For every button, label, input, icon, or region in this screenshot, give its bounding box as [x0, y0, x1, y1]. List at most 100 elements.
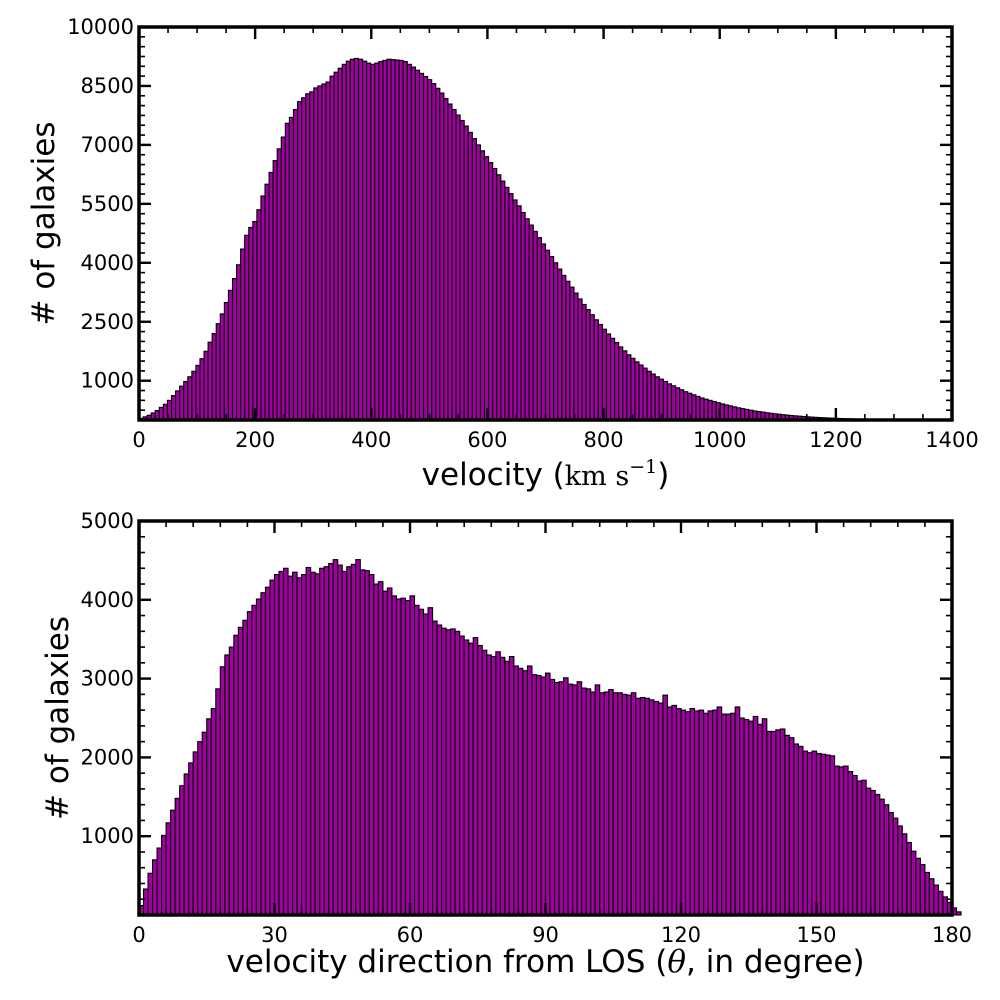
direction-histogram-bar [495, 651, 501, 916]
direction-histogram-bar [513, 665, 519, 916]
direction-histogram-bar [156, 847, 163, 916]
velocity-histogram-bar [199, 358, 205, 421]
velocity-histogram-bar [455, 114, 461, 421]
direction-histogram-bar [287, 575, 294, 916]
direction-x-tick-labels: 0 30 60 90 120 150 180 [132, 923, 972, 947]
direction-histogram-bar [445, 629, 452, 916]
direction-histogram-bar [540, 676, 547, 916]
velocity-histogram-bar [683, 391, 689, 421]
y-tick-label: 8500 [81, 74, 134, 98]
direction-histogram-bar [797, 745, 804, 916]
direction-histogram-bar [725, 713, 732, 916]
y-tick-label: 3000 [81, 667, 134, 691]
direction-histogram-bar [251, 604, 257, 916]
velocity-histogram-bar [699, 397, 705, 421]
velocity-histogram-bar [524, 218, 530, 421]
direction-histogram-bar [224, 654, 230, 916]
direction-y-tick-labels: 1000 2000 3000 4000 5000 [81, 509, 134, 848]
direction-histogram-bar [820, 753, 827, 916]
velocity-histogram-bar [288, 116, 295, 421]
direction-histogram-bar [716, 706, 723, 916]
velocity-histogram-bar [366, 62, 372, 421]
velocity-histogram-bar [414, 69, 421, 421]
velocity-histogram-bar [280, 136, 286, 421]
velocity-histogram-bar [382, 59, 388, 421]
direction-histogram-bar [590, 691, 596, 916]
direction-histogram-bar [472, 637, 479, 916]
x-tick-label: 400 [351, 428, 391, 452]
direction-histogram-bar [441, 627, 447, 916]
direction-histogram-bar [499, 656, 506, 916]
direction-histogram-bar [612, 692, 619, 916]
velocity-histogram-bar [170, 395, 177, 421]
direction-histogram-bar [748, 720, 754, 916]
velocity-histogram-bar [231, 277, 238, 421]
direction-histogram-bar [296, 577, 303, 916]
velocity-histogram-bar [183, 380, 189, 421]
direction-histogram-bar [219, 666, 226, 916]
direction-histogram-bar [210, 707, 217, 916]
velocity-histogram-bar [601, 328, 608, 421]
direction-histogram-bar [576, 681, 583, 916]
direction-histogram-bar [874, 793, 881, 916]
velocity-histogram-bar [179, 385, 185, 421]
direction-histogram-bar [535, 674, 542, 916]
y-tick-label: 10000 [67, 15, 134, 39]
direction-histogram-bar [400, 597, 407, 916]
direction-histogram-bar [671, 704, 678, 916]
x-tick-label: 1000 [693, 428, 746, 452]
velocity-histogram-bar [268, 171, 274, 421]
x-tick-label: 180 [932, 923, 972, 947]
direction-histogram-bar [766, 730, 772, 916]
x-tick-label: 30 [261, 923, 288, 947]
x-tick-label: 1400 [925, 428, 978, 452]
velocity-histogram-bar [646, 370, 652, 421]
velocity-histogram-bar [695, 395, 701, 421]
direction-histogram-bar [788, 737, 795, 916]
direction-histogram-bar [743, 719, 750, 916]
direction-histogram-bar [233, 634, 239, 916]
direction-histogram-bar [197, 741, 203, 916]
velocity-histogram-bar [305, 93, 311, 421]
direction-histogram-bar [553, 681, 560, 916]
velocity-histogram-panel: 0 200 400 600 800 1000 1200 1400 1000 2500 4000 55… [26, 15, 979, 493]
direction-histogram-bar [897, 825, 903, 916]
direction-histogram-bar [703, 712, 709, 916]
direction-histogram-bar [450, 628, 456, 916]
direction-histogram-bar [585, 688, 592, 916]
direction-histogram-bar [955, 911, 962, 916]
direction-histogram-bar [323, 566, 330, 916]
direction-histogram-bar [188, 762, 194, 916]
velocity-histogram-bar [675, 387, 681, 421]
velocity-histogram-bar [321, 83, 327, 421]
velocity-histogram-bar [658, 378, 664, 421]
velocity-histogram-bar [642, 367, 648, 421]
direction-histogram-bar [301, 574, 307, 916]
velocity-histogram-bar [471, 138, 477, 421]
direction-histogram-bar [865, 787, 872, 916]
direction-histogram-bar [824, 754, 831, 916]
direction-histogram-bar [436, 624, 443, 916]
direction-histogram-bar [707, 710, 714, 916]
velocity-histogram-bar [479, 150, 486, 421]
velocity-histogram-bar [593, 319, 599, 421]
direction-histogram-bar [572, 684, 578, 916]
velocity-histogram-bar [634, 361, 640, 421]
velocity-histogram-bar [248, 226, 254, 421]
velocity-histogram-bar [536, 237, 542, 421]
direction-histogram-bar [915, 857, 921, 916]
velocity-histogram-bar [341, 63, 347, 421]
direction-histogram-bar [504, 660, 510, 916]
y-tick-label: 1000 [81, 369, 134, 393]
direction-histogram-bar [639, 696, 646, 916]
direction-histogram-bar [621, 693, 628, 916]
velocity-histogram-bar [386, 58, 392, 421]
x-tick-label: 0 [132, 428, 145, 452]
direction-histogram-bar [608, 689, 614, 916]
direction-histogram-bar [260, 592, 267, 916]
velocity-histogram-bar [711, 400, 717, 421]
velocity-histogram-bar [394, 59, 400, 421]
direction-histogram-bar [278, 570, 285, 916]
direction-histogram-bar [721, 713, 727, 916]
direction-histogram-bar [892, 817, 899, 916]
